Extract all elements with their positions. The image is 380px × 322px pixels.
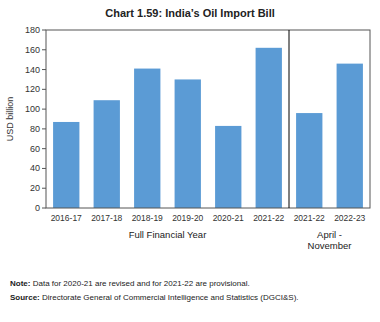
note-label: Source: bbox=[10, 293, 40, 302]
y-tick-label: 120 bbox=[25, 84, 40, 94]
group-label-line: April - bbox=[317, 229, 342, 240]
y-tick-label: 80 bbox=[30, 124, 40, 134]
bar bbox=[296, 113, 322, 208]
bar bbox=[53, 122, 79, 208]
y-tick-label: 60 bbox=[30, 144, 40, 154]
bar bbox=[256, 48, 282, 208]
bars bbox=[53, 48, 363, 208]
y-tick bbox=[42, 69, 46, 70]
y-tick bbox=[42, 109, 46, 110]
background bbox=[0, 0, 380, 322]
x-tick-label: 2020-21 bbox=[213, 213, 244, 223]
bar bbox=[94, 100, 120, 208]
y-tick bbox=[42, 168, 46, 169]
x-tick-label: 2022-23 bbox=[334, 213, 365, 223]
y-tick bbox=[42, 30, 46, 31]
group-label-line: November bbox=[308, 240, 352, 251]
group-label-line: Full Financial Year bbox=[129, 229, 207, 240]
bar bbox=[215, 126, 241, 208]
group-label: Full Financial Year bbox=[129, 229, 207, 240]
x-tick-label: 2016-17 bbox=[51, 213, 82, 223]
group-label: April -November bbox=[308, 229, 352, 251]
note: Note: Data for 2020-21 are revised and f… bbox=[10, 279, 250, 288]
y-tick-label: 180 bbox=[25, 25, 40, 35]
note-text: Data for 2020-21 are revised and for 202… bbox=[30, 279, 249, 288]
x-tick-label: 2021-22 bbox=[253, 213, 284, 223]
y-tick-label: 140 bbox=[25, 65, 40, 75]
y-tick bbox=[42, 89, 46, 90]
y-tick-label: 0 bbox=[35, 203, 40, 213]
y-tick-label: 20 bbox=[30, 183, 40, 193]
y-axis-label: USD billion bbox=[5, 97, 15, 142]
y-tick bbox=[42, 208, 46, 209]
note-text: Directorate General of Commercial Intell… bbox=[40, 293, 299, 302]
plot-frame bbox=[46, 30, 370, 208]
chart: Chart 1.59: India’s Oil Import Bill 0 20 40… bbox=[0, 0, 380, 322]
y-tick-label: 160 bbox=[25, 45, 40, 55]
y-tick bbox=[42, 188, 46, 189]
x-tick-label: 2021-22 bbox=[294, 213, 325, 223]
y-tick-label: 40 bbox=[30, 163, 40, 173]
note: Source: Directorate General of Commercia… bbox=[10, 293, 299, 302]
y-tick-label: 100 bbox=[25, 104, 40, 114]
x-tick-label: 2019-20 bbox=[172, 213, 203, 223]
bar bbox=[134, 69, 160, 208]
y-tick bbox=[42, 128, 46, 129]
note-label: Note: bbox=[10, 279, 30, 288]
y-tick bbox=[42, 49, 46, 50]
x-tick-label: 2017-18 bbox=[91, 213, 122, 223]
bar bbox=[337, 64, 363, 208]
title: Chart 1.59: India’s Oil Import Bill bbox=[105, 7, 275, 19]
x-tick-label: 2018-19 bbox=[132, 213, 163, 223]
group-divider bbox=[289, 30, 290, 208]
y-tick bbox=[42, 148, 46, 149]
bar bbox=[175, 79, 201, 208]
